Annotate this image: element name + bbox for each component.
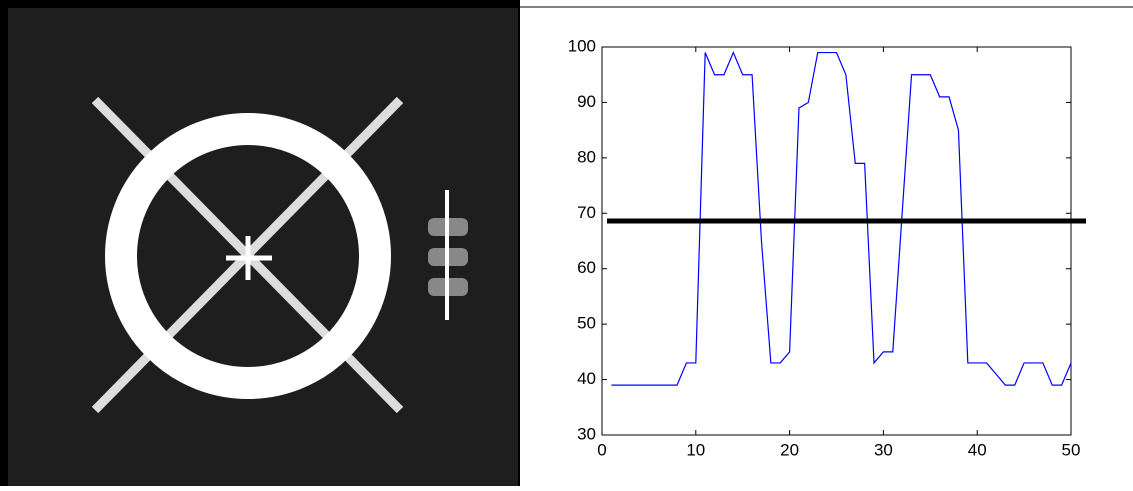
target-image <box>8 8 518 486</box>
y-tick-label: 30 <box>577 424 596 443</box>
x-tick-label: 10 <box>686 440 705 459</box>
x-tick-label: 0 <box>597 440 606 459</box>
figure: 30 40 50 60 70 80 90 100 0 10 20 30 40 50 <box>0 0 1133 486</box>
y-tick-label: 80 <box>577 147 596 166</box>
y-tick-label: 100 <box>568 36 596 55</box>
x-tick-label: 40 <box>968 440 987 459</box>
y-tick-label: 60 <box>577 258 596 277</box>
y-tick-label: 50 <box>577 314 596 333</box>
plot-frame <box>602 47 1071 435</box>
x-tick-label: 20 <box>780 440 799 459</box>
x-tick-label: 30 <box>874 440 893 459</box>
y-tick-label: 70 <box>577 203 596 222</box>
y-tick-label: 40 <box>577 369 596 388</box>
x-tick-label: 50 <box>1062 440 1081 459</box>
page: {"chart_data": {"type": "line", "x": [1,… <box>0 0 1133 486</box>
y-tick-label: 90 <box>577 92 596 111</box>
